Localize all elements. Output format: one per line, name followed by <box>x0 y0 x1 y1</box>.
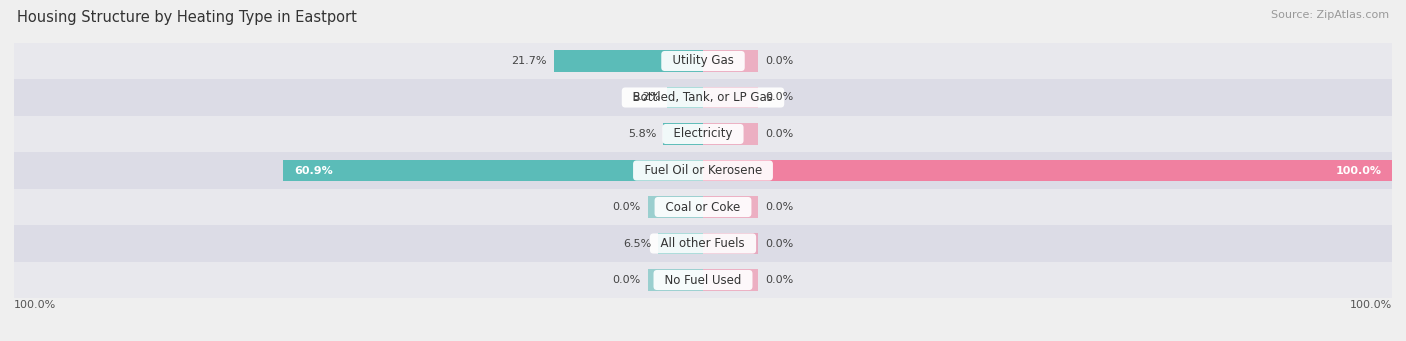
Text: 5.2%: 5.2% <box>631 92 661 103</box>
Text: 100.0%: 100.0% <box>1336 165 1382 176</box>
Text: 60.9%: 60.9% <box>294 165 333 176</box>
Text: 0.0%: 0.0% <box>765 202 793 212</box>
Bar <box>14 152 1392 189</box>
Text: 0.0%: 0.0% <box>613 202 641 212</box>
Bar <box>14 43 1392 79</box>
Text: Utility Gas: Utility Gas <box>665 55 741 68</box>
Text: Bottled, Tank, or LP Gas: Bottled, Tank, or LP Gas <box>626 91 780 104</box>
Bar <box>14 225 1392 262</box>
Text: Fuel Oil or Kerosene: Fuel Oil or Kerosene <box>637 164 769 177</box>
Bar <box>14 79 1392 116</box>
Text: 100.0%: 100.0% <box>1350 300 1392 310</box>
Bar <box>703 269 758 291</box>
Bar <box>703 87 758 108</box>
Bar <box>668 87 703 108</box>
Bar <box>648 196 703 218</box>
Bar <box>703 233 758 254</box>
Text: 0.0%: 0.0% <box>765 92 793 103</box>
Text: 0.0%: 0.0% <box>765 56 793 66</box>
Bar <box>284 160 703 181</box>
Text: 6.5%: 6.5% <box>623 238 651 249</box>
Text: 100.0%: 100.0% <box>14 300 56 310</box>
Text: 0.0%: 0.0% <box>765 238 793 249</box>
Text: 5.8%: 5.8% <box>627 129 657 139</box>
Text: Electricity: Electricity <box>666 128 740 140</box>
Bar <box>648 269 703 291</box>
Text: 21.7%: 21.7% <box>512 56 547 66</box>
Bar <box>703 196 758 218</box>
Text: Source: ZipAtlas.com: Source: ZipAtlas.com <box>1271 10 1389 20</box>
Bar <box>14 262 1392 298</box>
Text: 0.0%: 0.0% <box>613 275 641 285</box>
Bar <box>703 50 758 72</box>
Bar <box>658 233 703 254</box>
Bar <box>703 160 1392 181</box>
Text: Housing Structure by Heating Type in Eastport: Housing Structure by Heating Type in Eas… <box>17 10 357 25</box>
Text: All other Fuels: All other Fuels <box>654 237 752 250</box>
Text: Coal or Coke: Coal or Coke <box>658 201 748 213</box>
Bar <box>14 116 1392 152</box>
Bar <box>664 123 703 145</box>
Text: No Fuel Used: No Fuel Used <box>657 273 749 286</box>
Bar <box>703 123 758 145</box>
Text: 0.0%: 0.0% <box>765 275 793 285</box>
Text: 0.0%: 0.0% <box>765 129 793 139</box>
Bar <box>14 189 1392 225</box>
Bar <box>554 50 703 72</box>
